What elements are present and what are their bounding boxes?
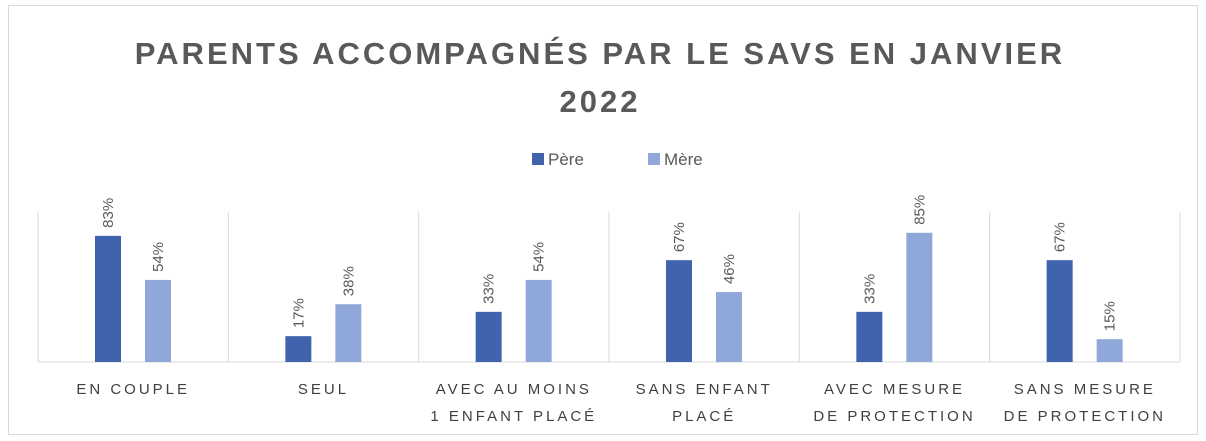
legend-swatch [648, 153, 660, 165]
x-tick-label: SANS MESURE DE PROTECTION [1003, 381, 1166, 425]
x-tick-label: EN COUPLE [76, 381, 191, 398]
bar [525, 279, 552, 362]
chart-title: PARENTS ACCOMPAGNÉS PAR LE SAVS EN JANVI… [134, 36, 1066, 119]
bar [1046, 260, 1073, 362]
data-label: 54% [150, 242, 167, 272]
bar [856, 311, 883, 362]
bar [1096, 339, 1123, 362]
x-tick-label: SANS ENFANT PLACÉ [635, 381, 773, 425]
bar [906, 232, 933, 362]
data-label: 83% [100, 198, 117, 228]
bar [475, 311, 502, 362]
bar [285, 336, 312, 362]
data-label: 67% [1052, 222, 1069, 252]
bar [145, 279, 171, 362]
data-label: 85% [911, 195, 928, 225]
legend-swatch [532, 153, 544, 165]
data-label: 54% [531, 242, 548, 272]
legend-label: Père [548, 150, 584, 169]
x-tick-label: AVEC MESURE DE PROTECTION [813, 381, 976, 425]
bar [716, 292, 742, 362]
x-tick-label: AVEC AU MOINS 1 ENFANT PLACÉ [430, 381, 598, 425]
data-label: 33% [481, 274, 498, 304]
data-label: 15% [1102, 301, 1119, 331]
data-label: 67% [671, 222, 688, 252]
data-label: 46% [721, 254, 738, 284]
data-label: 17% [290, 298, 307, 328]
chart-border [8, 5, 1198, 435]
legend-label: Mère [664, 150, 703, 169]
data-label: 38% [340, 266, 357, 296]
x-tick-label: SEUL [297, 381, 350, 398]
data-label: 33% [861, 274, 878, 304]
bar [335, 304, 362, 362]
bar [666, 260, 692, 362]
bar [95, 235, 121, 362]
